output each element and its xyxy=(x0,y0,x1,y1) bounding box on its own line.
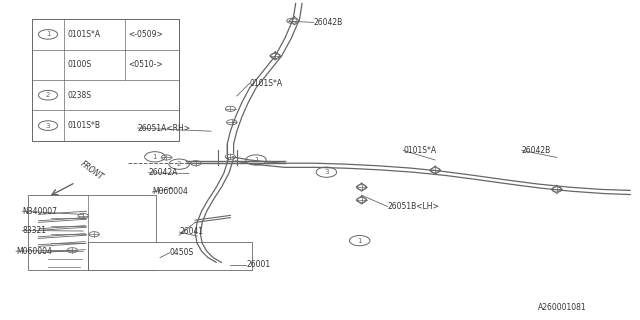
Text: 2: 2 xyxy=(177,161,181,167)
Text: M060004: M060004 xyxy=(152,188,188,196)
Bar xyxy=(88,242,252,270)
Text: 83321: 83321 xyxy=(22,226,47,235)
Text: A260001081: A260001081 xyxy=(538,303,586,312)
Text: M060004: M060004 xyxy=(16,247,52,256)
Text: 26051A<RH>: 26051A<RH> xyxy=(138,124,191,132)
Text: 3: 3 xyxy=(324,169,329,175)
Text: 0101S*A: 0101S*A xyxy=(250,79,283,88)
Text: 26041: 26041 xyxy=(179,228,204,236)
Text: 1: 1 xyxy=(357,238,362,244)
Text: 0101S*A: 0101S*A xyxy=(67,30,100,39)
Text: 26042A: 26042A xyxy=(148,168,178,177)
Text: 26001: 26001 xyxy=(246,260,271,269)
Text: 26042B: 26042B xyxy=(314,18,343,27)
Text: <0510->: <0510-> xyxy=(128,60,163,69)
Bar xyxy=(32,19,179,141)
Text: <-0509>: <-0509> xyxy=(128,30,163,39)
Text: 26051B<LH>: 26051B<LH> xyxy=(387,202,439,211)
Text: 1: 1 xyxy=(152,154,157,160)
Text: 0450S: 0450S xyxy=(170,248,194,257)
Text: N340007: N340007 xyxy=(22,207,58,216)
Text: 0101S*A: 0101S*A xyxy=(403,146,436,155)
Bar xyxy=(28,195,156,270)
Text: 26042B: 26042B xyxy=(522,146,551,155)
Text: 0101S*B: 0101S*B xyxy=(67,121,100,130)
Text: 1: 1 xyxy=(45,31,51,37)
Text: 0238S: 0238S xyxy=(67,91,92,100)
Text: 2: 2 xyxy=(46,92,50,98)
Text: 0100S: 0100S xyxy=(67,60,92,69)
Text: 3: 3 xyxy=(45,123,51,129)
Text: FRONT: FRONT xyxy=(79,159,105,182)
Text: 1: 1 xyxy=(253,157,259,163)
